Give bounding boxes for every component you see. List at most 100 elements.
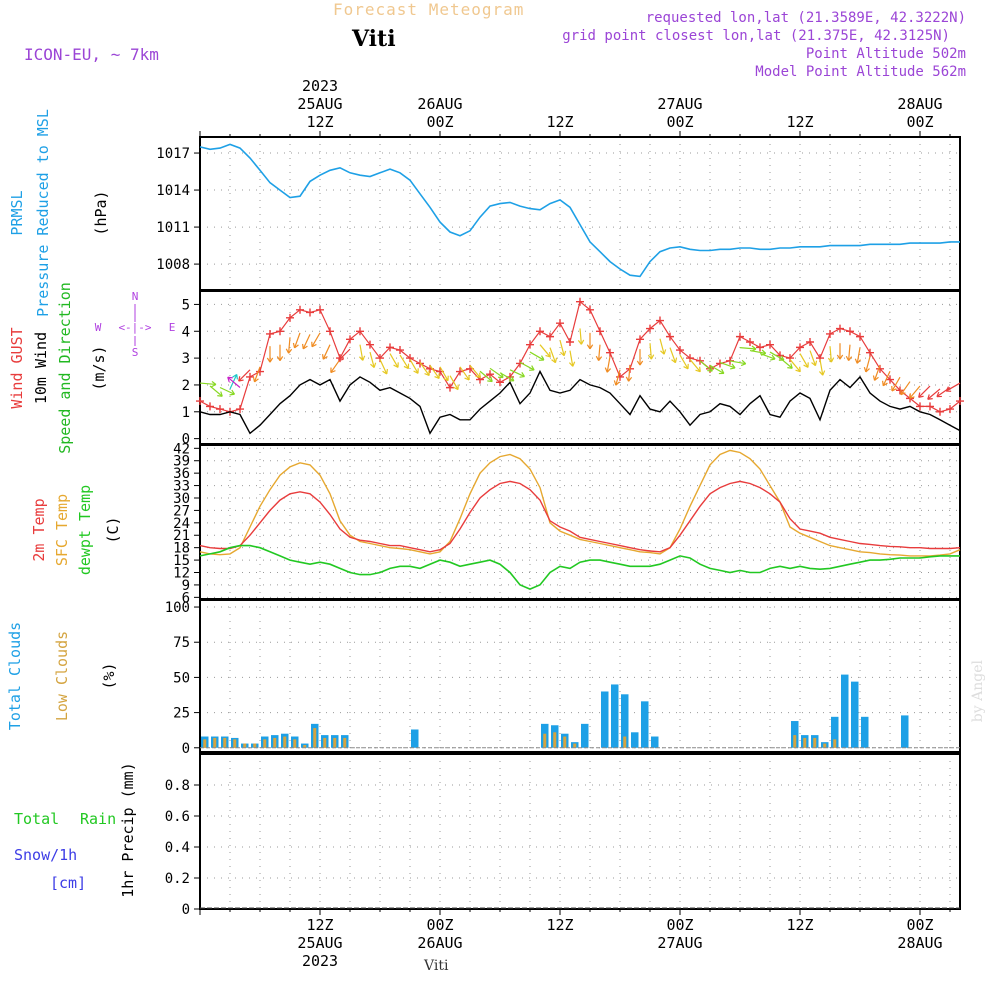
gust-marker (786, 354, 794, 363)
wind-arrow-shaft (489, 367, 504, 378)
precip-rain-label: Rain (80, 810, 116, 828)
y-tick-label: 75 (173, 635, 190, 651)
wind-arrow-shaft (819, 359, 824, 376)
wind-arrow-head (854, 358, 862, 364)
grid-point-coordinates: grid point closest lon,lat (21.375E, 42.… (562, 28, 950, 44)
wind-arrow (519, 361, 535, 371)
gust-marker (756, 343, 764, 352)
time-label-top: 00Z (666, 113, 693, 131)
precip-snow-unit: [cm] (50, 874, 86, 892)
y-tick-label: 15 (173, 553, 190, 569)
wind-arrow-head (795, 366, 801, 373)
gust-marker (936, 407, 944, 416)
low-cloud-bar (273, 737, 277, 748)
y-tick-label: 0.2 (165, 871, 190, 887)
pressure-label: PRMSL (8, 190, 26, 235)
wind-arrow (836, 343, 844, 360)
wind-arrow-shaft (615, 369, 621, 386)
wind-arrow-head (545, 351, 551, 358)
low-cloud-bar (213, 737, 217, 748)
time-label-top: 28AUG (897, 95, 942, 113)
low-cloud-bar (833, 739, 837, 748)
gust-marker (526, 340, 534, 349)
gust-marker (316, 305, 324, 314)
y-tick-label: 4 (182, 324, 190, 340)
wind-arrow-head (827, 357, 835, 363)
wind-arrow-shaft (330, 359, 341, 373)
wind-arrow (739, 345, 757, 352)
wind-arrow-shaft (789, 359, 801, 373)
wind-arrow-head (321, 354, 328, 360)
wind-arrow (266, 346, 274, 363)
wind-arrow (872, 365, 881, 381)
total-cloud-bar (581, 723, 589, 748)
gust-marker (766, 340, 774, 349)
wind-arrow-shaft (749, 349, 766, 354)
wind-arrow (252, 366, 261, 383)
wind-arrow-head (434, 373, 440, 380)
wind-arrow-shaft (669, 347, 677, 363)
wind-arrow (936, 387, 951, 398)
wind-arrow (292, 332, 301, 349)
wind-arrow (399, 354, 410, 370)
gust-marker (956, 397, 964, 406)
wind-arrow (636, 349, 644, 366)
clouds-unit: (%) (100, 662, 118, 689)
wind-arrow (549, 347, 558, 364)
time-label-top: 25AUG (297, 95, 342, 113)
low-cloud-bar (553, 732, 557, 748)
time-label-top: 27AUG (657, 95, 702, 113)
wind-arrow-shaft (419, 362, 430, 376)
wind-arrow-shaft (209, 385, 223, 397)
compass-arrows: <-|-> (118, 321, 151, 334)
series-sfc-temp (199, 449, 961, 557)
wind-arrow-head (881, 380, 888, 387)
wind-arrow-head (845, 355, 853, 361)
gust-label: Wind GUST (8, 327, 26, 408)
wind-arrow-head (370, 362, 377, 368)
y-tick-label: 0.4 (165, 840, 190, 856)
footer-location: Viti (424, 958, 449, 974)
wind-arrow-shaft (519, 361, 535, 371)
wind-arrow-shaft (529, 351, 545, 361)
wind-arrow-head (718, 368, 725, 375)
wind-arrow-shaft (559, 340, 565, 356)
wind-arrow (369, 351, 377, 368)
y-tick-label: 1008 (156, 257, 190, 273)
wind-arrow-shaft (429, 365, 440, 379)
total-cloud-bar (651, 736, 659, 748)
wind-arrow-shaft (865, 356, 871, 373)
wind-arrow (479, 370, 493, 383)
wind-arrow (429, 365, 440, 380)
wind-arrow-shaft (659, 338, 665, 355)
wind-arrow-shaft (909, 385, 921, 399)
wind-arrow-head (292, 342, 299, 349)
location-name: Viti (352, 26, 396, 52)
wind-arrow-head (330, 367, 336, 374)
wind-arrow-shaft (873, 365, 881, 381)
y-tick-label: 12 (173, 566, 190, 582)
gust-marker (646, 324, 654, 333)
wind-arrow-head (586, 344, 594, 350)
gust-marker (326, 327, 334, 336)
wind-arrow-head (508, 376, 515, 382)
wind-label: 10m Wind (32, 332, 50, 404)
gust-marker (866, 348, 874, 357)
wind-arrow-shaft (449, 375, 459, 390)
wind-arrow-head (818, 370, 826, 376)
wind-arrow (330, 359, 341, 374)
low-cloud-bar (793, 735, 797, 748)
gust-marker (926, 402, 934, 411)
y-tick-label: 18 (173, 541, 190, 557)
wind-arrow-head (211, 380, 217, 388)
low-cloud-bar (563, 736, 567, 748)
gust-marker (586, 305, 594, 314)
gust-marker (296, 305, 304, 314)
gust-marker (396, 346, 404, 355)
low-cloud-bar (293, 739, 297, 748)
wind-arrow-shaft (311, 332, 321, 348)
wind-arrow (568, 350, 576, 367)
gust-marker (566, 338, 574, 346)
wind-arrow (669, 347, 678, 364)
wind-arrow-shaft (598, 344, 601, 361)
